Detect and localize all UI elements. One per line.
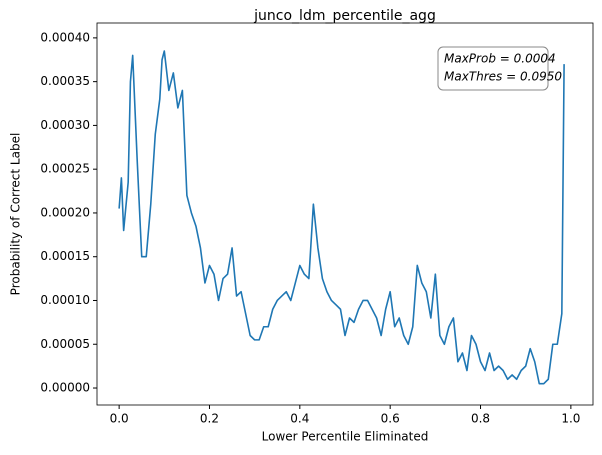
x-tick-label: 0.0 [110, 412, 129, 426]
y-tick-label: 0.00025 [40, 162, 90, 176]
y-tick-label: 0.00040 [40, 30, 90, 44]
y-tick-label: 0.00020 [40, 205, 90, 219]
x-tick-label: 0.2 [200, 412, 219, 426]
x-tick-label: 0.8 [471, 412, 490, 426]
chart-title: junco_ldm_percentile_agg [253, 8, 436, 24]
y-tick-label: 0.00005 [40, 337, 90, 351]
annotation: MaxThres = 0.0950 [444, 70, 562, 84]
x-tick-label: 0.6 [381, 412, 400, 426]
annotation: MaxProb = 0.0004 [444, 52, 556, 66]
y-tick-label: 0.00010 [40, 293, 90, 307]
data-line [118, 50, 565, 385]
y-tick-label: 0.00015 [40, 249, 90, 263]
y-tick-label: 0.00030 [40, 118, 90, 132]
annotation-box [437, 46, 549, 91]
y-tick-label: 0.00035 [40, 74, 90, 88]
y-tick-label: 0.00000 [40, 381, 90, 395]
plot-frame [96, 22, 594, 406]
x-axis-label: Lower Percentile Eliminated [262, 430, 429, 444]
x-tick-label: 0.4 [290, 412, 309, 426]
y-axis-label: Probability of Correct Label [9, 133, 23, 296]
x-tick-label: 1.0 [561, 412, 580, 426]
